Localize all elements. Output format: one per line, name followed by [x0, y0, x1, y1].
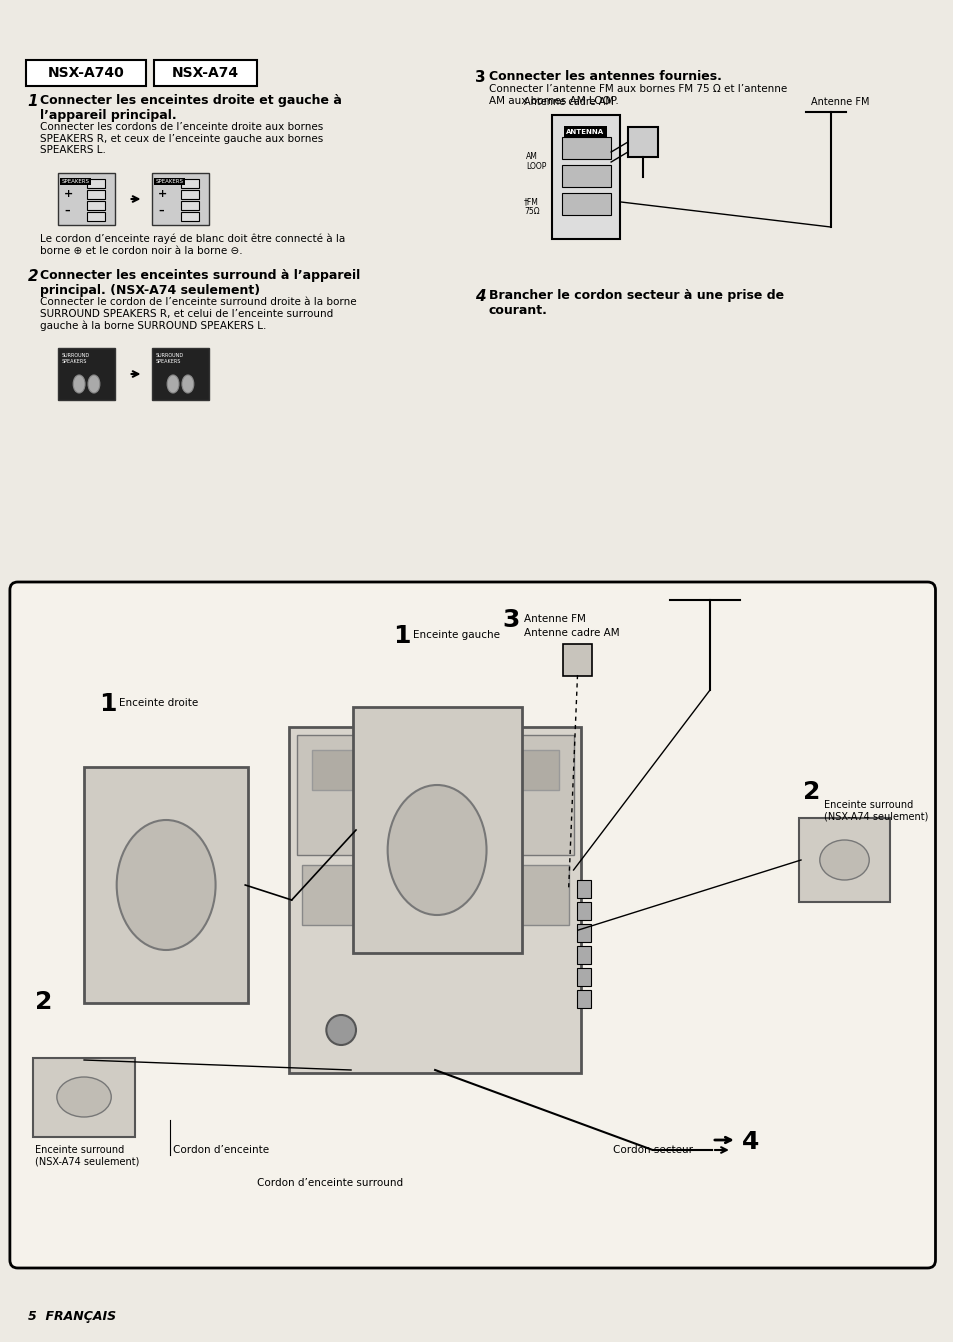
Text: 1: 1	[28, 94, 38, 109]
Text: 3: 3	[502, 608, 519, 632]
FancyBboxPatch shape	[551, 115, 619, 239]
Bar	[561, 165, 611, 187]
Bar	[576, 968, 591, 986]
Text: Enceinte surround
(NSX-A74 seulement): Enceinte surround (NSX-A74 seulement)	[34, 1145, 139, 1166]
FancyBboxPatch shape	[152, 173, 209, 225]
Bar	[312, 750, 558, 790]
Ellipse shape	[819, 840, 868, 880]
Text: NSX-A74: NSX-A74	[172, 66, 239, 81]
Bar	[627, 127, 657, 157]
Bar	[181, 201, 198, 209]
Bar	[301, 866, 568, 925]
Text: Connecter les enceintes surround à l’appareil
principal. (NSX-A74 seulement): Connecter les enceintes surround à l’app…	[39, 268, 359, 297]
FancyBboxPatch shape	[353, 707, 521, 953]
Text: Enceinte surround
(NSX-A74 seulement): Enceinte surround (NSX-A74 seulement)	[822, 800, 927, 821]
Bar	[576, 880, 591, 898]
Bar	[561, 137, 611, 158]
Bar	[87, 201, 105, 209]
Text: 1: 1	[99, 692, 116, 717]
Text: Cordon d’enceinte: Cordon d’enceinte	[172, 1145, 269, 1155]
FancyBboxPatch shape	[84, 768, 248, 1002]
Text: Brancher le cordon secteur à une prise de
courant.: Brancher le cordon secteur à une prise d…	[488, 289, 782, 317]
Bar	[181, 178, 198, 188]
Text: AM
LOOP: AM LOOP	[525, 152, 546, 172]
Bar	[576, 902, 591, 921]
Text: –: –	[64, 207, 70, 216]
Text: SURROUND
SPEAKERS: SURROUND SPEAKERS	[61, 353, 90, 364]
Text: Connecter les enceintes droite et gauche à
l’appareil principal.: Connecter les enceintes droite et gauche…	[39, 94, 341, 122]
Ellipse shape	[167, 374, 179, 393]
Ellipse shape	[57, 1078, 112, 1117]
Text: Enceinte gauche: Enceinte gauche	[413, 629, 499, 640]
Text: SPEAKERS: SPEAKERS	[155, 178, 183, 184]
FancyBboxPatch shape	[26, 60, 146, 86]
Text: 4: 4	[475, 289, 485, 305]
Text: Connecter les antennes fournies.: Connecter les antennes fournies.	[488, 70, 720, 83]
Text: SPEAKERS: SPEAKERS	[61, 178, 90, 184]
Text: Antenne FM: Antenne FM	[523, 615, 585, 624]
FancyBboxPatch shape	[10, 582, 935, 1268]
Text: +: +	[158, 189, 168, 199]
FancyBboxPatch shape	[154, 60, 257, 86]
Text: 5  FRANÇAIS: 5 FRANÇAIS	[28, 1310, 115, 1323]
FancyBboxPatch shape	[32, 1057, 135, 1137]
Text: †FM
75Ω: †FM 75Ω	[523, 197, 539, 216]
Bar	[296, 735, 573, 855]
Text: 2: 2	[34, 990, 51, 1015]
Bar	[87, 178, 105, 188]
Text: Antenne FM: Antenne FM	[810, 97, 868, 107]
Ellipse shape	[182, 374, 193, 393]
FancyBboxPatch shape	[58, 348, 114, 400]
Text: Le cordon d’enceinte rayé de blanc doit être connecté à la
borne ⊕ et le cordon : Le cordon d’enceinte rayé de blanc doit …	[39, 234, 344, 256]
Bar	[87, 191, 105, 199]
Text: Antenne cadre AM: Antenne cadre AM	[523, 97, 614, 107]
Ellipse shape	[73, 374, 85, 393]
Text: 3: 3	[475, 70, 485, 85]
Ellipse shape	[88, 374, 100, 393]
Bar	[87, 212, 105, 221]
Bar	[576, 946, 591, 964]
Bar	[576, 925, 591, 942]
FancyBboxPatch shape	[58, 173, 114, 225]
Text: Enceinte droite: Enceinte droite	[118, 698, 197, 709]
Text: 1: 1	[394, 624, 411, 648]
Text: 4: 4	[740, 1130, 759, 1154]
Text: 2: 2	[28, 268, 38, 285]
Text: Cordon d’enceinte surround: Cordon d’enceinte surround	[257, 1178, 403, 1188]
Text: SURROUND
SPEAKERS: SURROUND SPEAKERS	[155, 353, 183, 364]
Text: Connecter l’antenne FM aux bornes FM 75 Ω et l’antenne
AM aux bornes AM LOOP.: Connecter l’antenne FM aux bornes FM 75 …	[488, 85, 786, 106]
Text: Antenne cadre AM: Antenne cadre AM	[523, 628, 619, 637]
FancyBboxPatch shape	[562, 644, 592, 676]
Ellipse shape	[387, 785, 486, 915]
Text: 2: 2	[802, 780, 820, 804]
Text: Connecter le cordon de l’enceinte surround droite à la borne
SURROUND SPEAKERS R: Connecter le cordon de l’enceinte surrou…	[39, 297, 355, 330]
FancyBboxPatch shape	[152, 348, 209, 400]
Text: NSX-A740: NSX-A740	[48, 66, 124, 81]
Bar	[561, 193, 611, 215]
Ellipse shape	[326, 1015, 355, 1045]
FancyBboxPatch shape	[799, 819, 889, 902]
Text: Connecter les cordons de l’enceinte droite aux bornes
SPEAKERS R, et ceux de l’e: Connecter les cordons de l’enceinte droi…	[39, 122, 322, 156]
Text: +: +	[64, 189, 73, 199]
Text: ANTENNA: ANTENNA	[566, 129, 604, 136]
Text: –: –	[158, 207, 164, 216]
Bar	[181, 191, 198, 199]
Bar	[181, 212, 198, 221]
Ellipse shape	[116, 820, 215, 950]
Text: Cordon secteur: Cordon secteur	[613, 1145, 693, 1155]
FancyBboxPatch shape	[289, 727, 581, 1074]
Bar	[576, 990, 591, 1008]
